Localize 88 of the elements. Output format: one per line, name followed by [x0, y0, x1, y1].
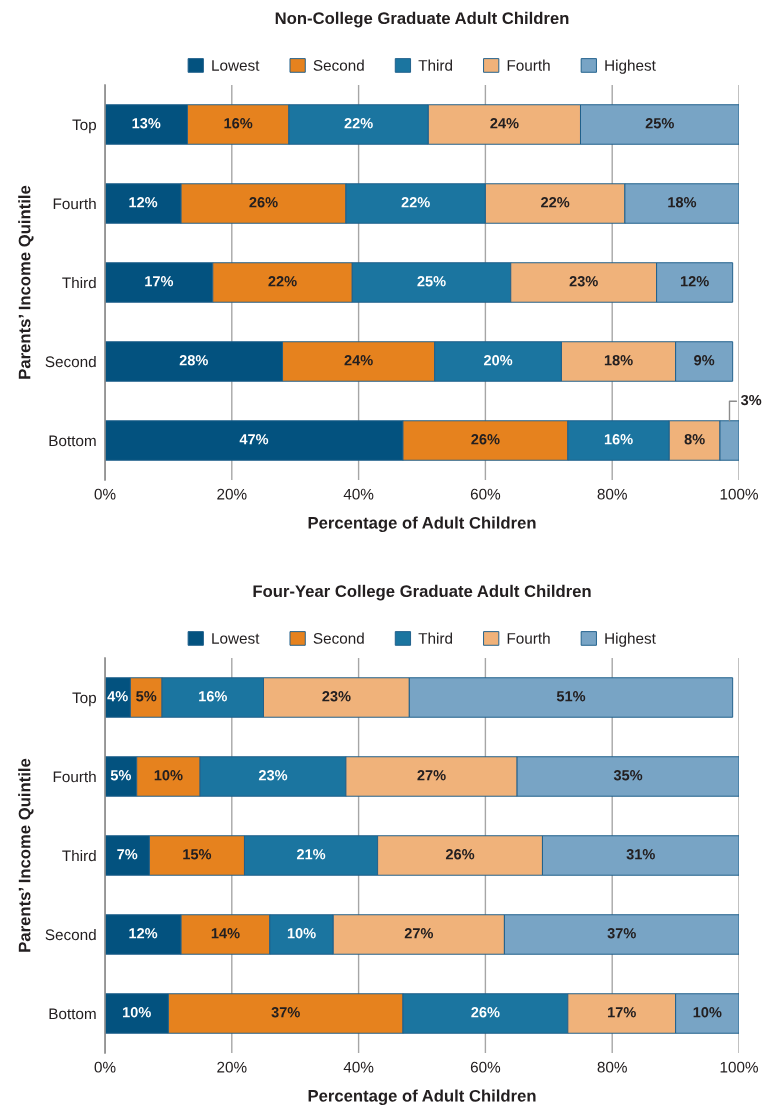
y-tick-label: Top [72, 692, 97, 707]
x-tick-label: 100% [720, 1061, 758, 1073]
data-label: 8% [684, 434, 705, 445]
y-tick-label: Bottom [49, 435, 96, 447]
y-axis-title: Parents’ Income Quintile [18, 758, 34, 952]
data-label: 16% [604, 434, 633, 445]
x-tick-label: 20% [217, 1061, 247, 1073]
chart-title: Non-College Graduate Adult Children [275, 11, 569, 28]
data-label: 14% [211, 928, 240, 939]
data-label: 13% [132, 118, 161, 129]
data-label: 12% [129, 928, 158, 939]
y-tick-label: Second [45, 355, 96, 368]
data-label: 10% [693, 1007, 722, 1018]
data-label: 23% [569, 276, 598, 287]
data-label: 26% [471, 1007, 500, 1018]
x-tick-label: 60% [470, 488, 501, 500]
legend-label: Second [313, 632, 364, 644]
x-tick-label: 20% [217, 488, 247, 500]
data-label: 31% [626, 849, 655, 860]
legend-label: Highest [605, 59, 656, 74]
data-label: 9% [694, 355, 715, 366]
x-tick-label: 40% [343, 1061, 374, 1073]
data-label: 16% [199, 691, 227, 702]
data-label: 17% [145, 276, 174, 287]
data-label: 16% [224, 118, 253, 129]
y-tick-label: Fourth [53, 770, 96, 783]
data-label: 24% [490, 118, 519, 129]
data-label: 5% [110, 770, 131, 781]
x-axis-title: Percentage of Adult Children [308, 1089, 536, 1106]
data-label: 37% [607, 928, 636, 939]
data-label: 51% [556, 691, 586, 702]
data-label: 35% [613, 770, 643, 781]
data-label: 10% [287, 928, 316, 939]
x-tick-label: 0% [94, 1061, 116, 1073]
data-label: 21% [296, 849, 326, 860]
x-tick-label: 100% [720, 488, 758, 500]
legend-label: Third [418, 59, 453, 71]
data-label: 22% [268, 276, 297, 287]
x-tick-label: 80% [597, 488, 627, 500]
legend-label: Second [313, 59, 364, 71]
data-label: 24% [344, 355, 373, 366]
data-label: 25% [417, 276, 446, 287]
data-label: 28% [179, 355, 208, 366]
y-tick-label: Third [62, 849, 96, 862]
x-axis-title: Percentage of Adult Children [308, 516, 536, 533]
data-label: 5% [136, 691, 157, 702]
x-tick-label: 60% [470, 1061, 501, 1073]
y-axis-title: Parents’ Income Quintile [18, 185, 34, 379]
data-label: 10% [154, 770, 183, 781]
data-label: 26% [445, 849, 475, 860]
data-label: 22% [541, 197, 570, 208]
data-label: 18% [668, 197, 697, 208]
data-label: 22% [344, 118, 373, 129]
legend-label: Fourth [507, 59, 550, 71]
data-label: 17% [608, 1007, 636, 1018]
data-label: 4% [107, 691, 128, 702]
data-label: 10% [123, 1007, 151, 1018]
x-tick-label: 0% [94, 488, 116, 500]
y-tick-label: Third [62, 276, 96, 289]
data-label: 37% [271, 1007, 300, 1018]
data-label: 47% [239, 434, 269, 445]
data-label: 27% [417, 770, 446, 781]
data-label: 7% [117, 849, 138, 860]
data-label: 18% [604, 355, 633, 366]
y-tick-label: Second [45, 928, 96, 941]
legend-label: Lowest [212, 60, 260, 71]
x-tick-label: 80% [597, 1061, 627, 1073]
chart-title: Four-Year College Graduate Adult Children [253, 584, 591, 601]
legend-label: Fourth [507, 632, 550, 644]
x-tick-label: 40% [343, 488, 374, 500]
data-label: 23% [258, 770, 288, 781]
y-tick-label: Bottom [49, 1008, 96, 1020]
data-label: 12% [129, 197, 158, 208]
data-label: 22% [401, 197, 430, 208]
data-label: 25% [645, 118, 674, 129]
data-label: 23% [322, 691, 351, 702]
data-label: 15% [183, 849, 212, 860]
y-tick-label: Top [72, 119, 97, 134]
legend-label: Highest [605, 632, 656, 647]
y-tick-label: Fourth [53, 197, 96, 210]
legend-label: Third [418, 632, 453, 644]
legend-label: Lowest [212, 633, 260, 644]
data-label: 26% [471, 434, 500, 445]
data-label: 12% [680, 276, 709, 287]
data-label: 20% [483, 355, 513, 366]
data-label: 27% [404, 928, 434, 939]
data-label: 26% [249, 197, 278, 208]
data-label: 3% [740, 394, 762, 406]
